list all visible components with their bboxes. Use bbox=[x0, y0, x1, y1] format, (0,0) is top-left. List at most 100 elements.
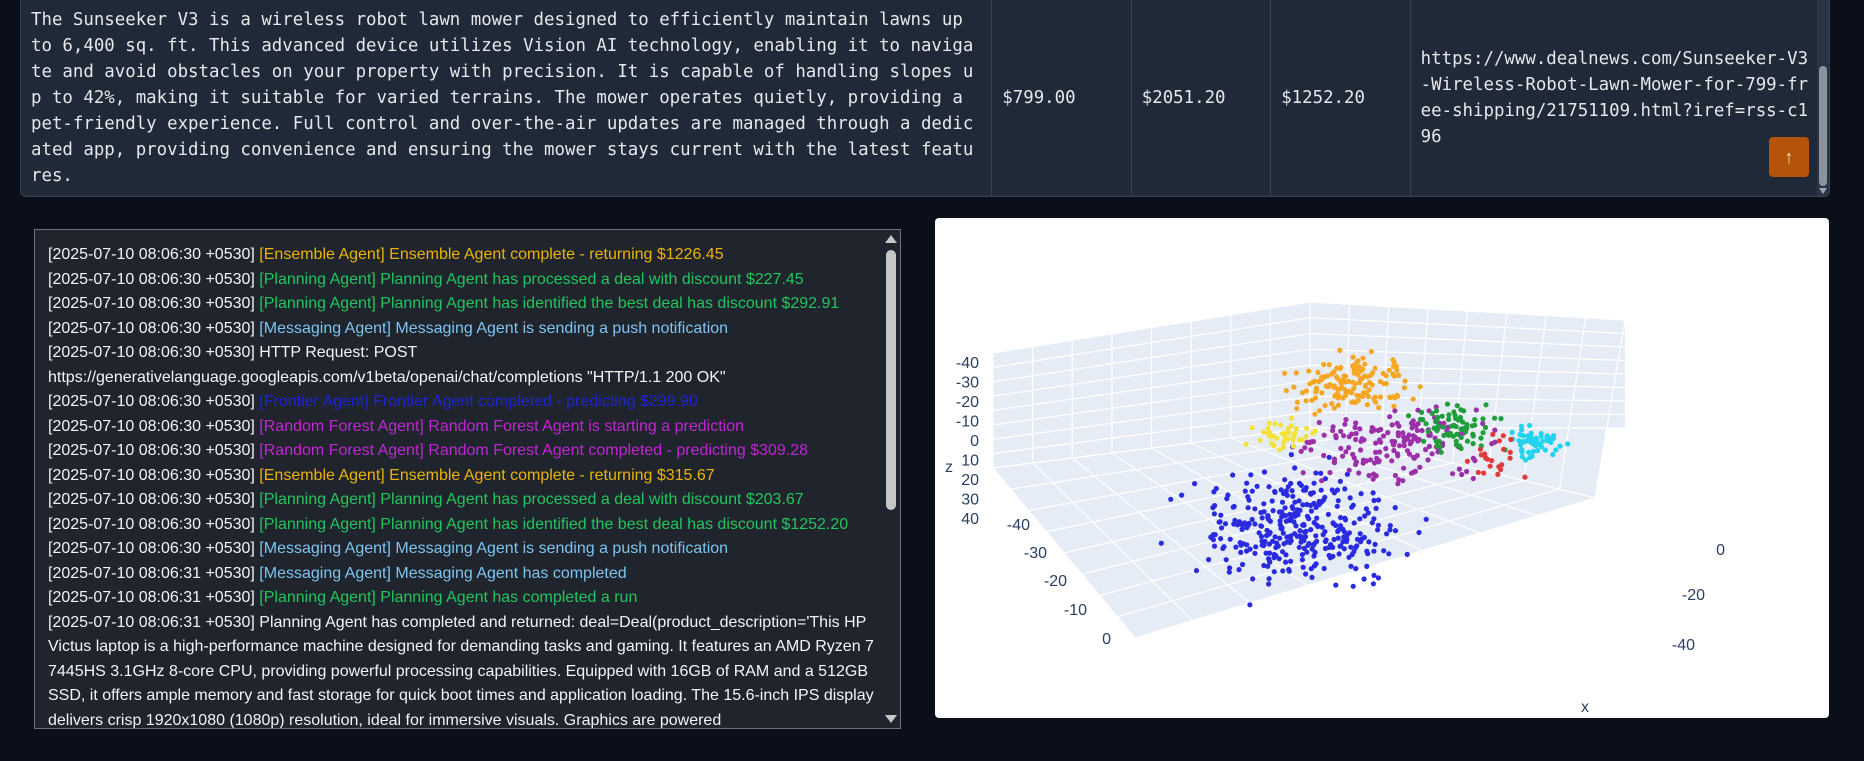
scatter-point bbox=[1322, 402, 1328, 409]
vector-3d-scatter-plot[interactable]: -40 -30 -20 -10 0 10 20 30 40 z -40 -30 -20 -10 0 0 -20 -… bbox=[935, 218, 1829, 718]
table-row[interactable]: The Sunseeker V3 is a wireless robot law… bbox=[21, 0, 1821, 196]
table-scrollbar-thumb[interactable] bbox=[1819, 66, 1827, 186]
x-axis-label: x bbox=[1581, 699, 1589, 716]
scatter-point bbox=[1319, 478, 1325, 484]
axis-tick-labels: -40 -30 -20 -10 0 10 20 30 40 z -40 -30 -20 -10 0 0 -20 -… bbox=[945, 355, 1725, 716]
deal-estimate-cell[interactable]: $2051.20 bbox=[1131, 0, 1272, 196]
deal-discount-cell[interactable]: $1252.20 bbox=[1270, 0, 1411, 196]
scatter-point bbox=[1389, 422, 1395, 428]
scatter-point bbox=[1359, 376, 1365, 382]
scatter-point bbox=[1464, 458, 1470, 464]
log-line: [2025-07-10 08:06:31 +0530] Planning Age… bbox=[48, 611, 878, 729]
log-line: [2025-07-10 08:06:30 +0530] [Ensemble Ag… bbox=[48, 243, 878, 268]
scatter-point bbox=[1302, 534, 1309, 540]
scatter-point bbox=[1258, 509, 1264, 516]
deal-price-cell[interactable]: $799.00 bbox=[991, 0, 1132, 196]
scatter-point bbox=[1343, 417, 1349, 423]
log-message: [Random Forest Agent] Random Forest Agen… bbox=[259, 442, 809, 459]
scatter-point bbox=[1417, 384, 1423, 390]
scatter-point bbox=[1413, 423, 1419, 429]
log-scrollbar-thumb[interactable] bbox=[886, 250, 896, 510]
scatter-point bbox=[1480, 416, 1486, 422]
y-axis-tick-label: 0 bbox=[1102, 631, 1111, 648]
scatter-point bbox=[1294, 399, 1300, 405]
scatter-point bbox=[1423, 421, 1429, 427]
scatter-point bbox=[1518, 423, 1525, 429]
scatter-point bbox=[1427, 432, 1433, 438]
log-line: [2025-07-10 08:06:30 +0530] [Planning Ag… bbox=[48, 513, 878, 538]
scroll-down-arrow-icon[interactable] bbox=[885, 715, 897, 723]
scatter-point bbox=[1478, 435, 1484, 441]
scatter-point bbox=[1369, 520, 1375, 526]
scatter-point bbox=[1308, 439, 1315, 445]
scatter-point bbox=[1266, 581, 1272, 587]
z-axis-tick-label: 0 bbox=[970, 433, 979, 450]
scatter-point bbox=[1394, 451, 1401, 457]
scatter-point bbox=[1495, 471, 1501, 477]
scatter-point bbox=[1296, 544, 1302, 550]
scroll-down-arrow-icon[interactable] bbox=[1819, 188, 1827, 194]
scatter-point bbox=[1310, 542, 1316, 548]
log-timestamp: [2025-07-10 08:06:31 +0530] bbox=[48, 613, 255, 631]
log-scrollbar[interactable] bbox=[882, 230, 900, 728]
scatter-point bbox=[1293, 426, 1299, 432]
deal-description-cell[interactable]: The Sunseeker V3 is a wireless robot law… bbox=[21, 0, 993, 196]
scatter-point bbox=[1335, 535, 1341, 541]
scatter-point bbox=[1330, 544, 1336, 550]
agent-log-panel[interactable]: [2025-07-10 08:06:30 +0530] [Ensemble Ag… bbox=[34, 229, 901, 729]
scatter-point bbox=[1275, 543, 1281, 549]
scatter-plot-canvas[interactable]: -40 -30 -20 -10 0 10 20 30 40 z -40 -30 -20 -10 0 0 -20 -… bbox=[935, 218, 1829, 718]
scatter-point bbox=[1270, 538, 1276, 544]
deal-url-cell[interactable]: https://www.dealnews.com/Sunseeker-V3-Wi… bbox=[1420, 49, 1809, 147]
log-line: [2025-07-10 08:06:30 +0530] [Random Fore… bbox=[48, 439, 878, 464]
scatter-point bbox=[1303, 571, 1309, 577]
scroll-up-arrow-icon[interactable] bbox=[885, 235, 897, 243]
scatter-point bbox=[1454, 431, 1460, 437]
scatter-point bbox=[1389, 458, 1395, 464]
scatter-point bbox=[1548, 439, 1554, 445]
scatter-point bbox=[1365, 510, 1371, 516]
scatter-point bbox=[1288, 415, 1295, 421]
scatter-point bbox=[1547, 435, 1553, 441]
scatter-point bbox=[1402, 378, 1408, 384]
scatter-point bbox=[1322, 494, 1328, 500]
scatter-point bbox=[1338, 515, 1344, 521]
table-scrollbar[interactable] bbox=[1817, 0, 1829, 196]
scroll-to-top-button[interactable]: ↑ bbox=[1769, 137, 1809, 177]
plot-gridlines bbox=[992, 301, 1626, 639]
scatter-point bbox=[1341, 546, 1347, 552]
scatter-point bbox=[1212, 532, 1218, 538]
y-axis-tick-label: -10 bbox=[1064, 602, 1087, 619]
scatter-point bbox=[1325, 511, 1331, 517]
gridline bbox=[1230, 437, 1481, 534]
gridline bbox=[992, 467, 1136, 639]
scatter-point bbox=[1373, 449, 1379, 455]
scatter-point bbox=[1528, 430, 1534, 436]
z-axis-tick-label: 30 bbox=[961, 492, 979, 509]
scatter-point bbox=[1254, 483, 1260, 489]
scatter-point bbox=[1296, 498, 1302, 504]
y-axis-tick-label: -20 bbox=[1044, 573, 1067, 590]
scatter-point bbox=[1377, 449, 1383, 455]
scatter-point bbox=[1434, 443, 1440, 449]
scatter-point bbox=[1396, 477, 1402, 483]
scatter-point bbox=[1363, 390, 1369, 396]
deals-table-container: The Sunseeker V3 is a wireless robot law… bbox=[20, 0, 1830, 197]
scatter-point bbox=[1401, 439, 1407, 445]
scatter-point bbox=[1218, 512, 1224, 518]
scatter-point bbox=[1457, 443, 1463, 449]
scatter-point bbox=[1470, 455, 1476, 461]
scatter-point bbox=[1265, 563, 1271, 569]
scatter-point bbox=[1313, 533, 1319, 539]
scatter-point bbox=[1322, 374, 1328, 380]
scatter-point bbox=[1550, 451, 1556, 458]
log-line: [2025-07-10 08:06:30 +0530] HTTP Request… bbox=[48, 341, 878, 390]
log-message: [Random Forest Agent] Random Forest Agen… bbox=[259, 417, 744, 435]
scatter-point bbox=[1387, 414, 1393, 420]
scatter-point bbox=[1301, 522, 1307, 528]
scatter-point bbox=[1248, 472, 1254, 478]
scatter-point bbox=[1286, 517, 1292, 524]
scatter-point bbox=[1372, 427, 1378, 433]
scatter-point bbox=[1270, 508, 1276, 514]
scatter-point bbox=[1464, 438, 1471, 444]
